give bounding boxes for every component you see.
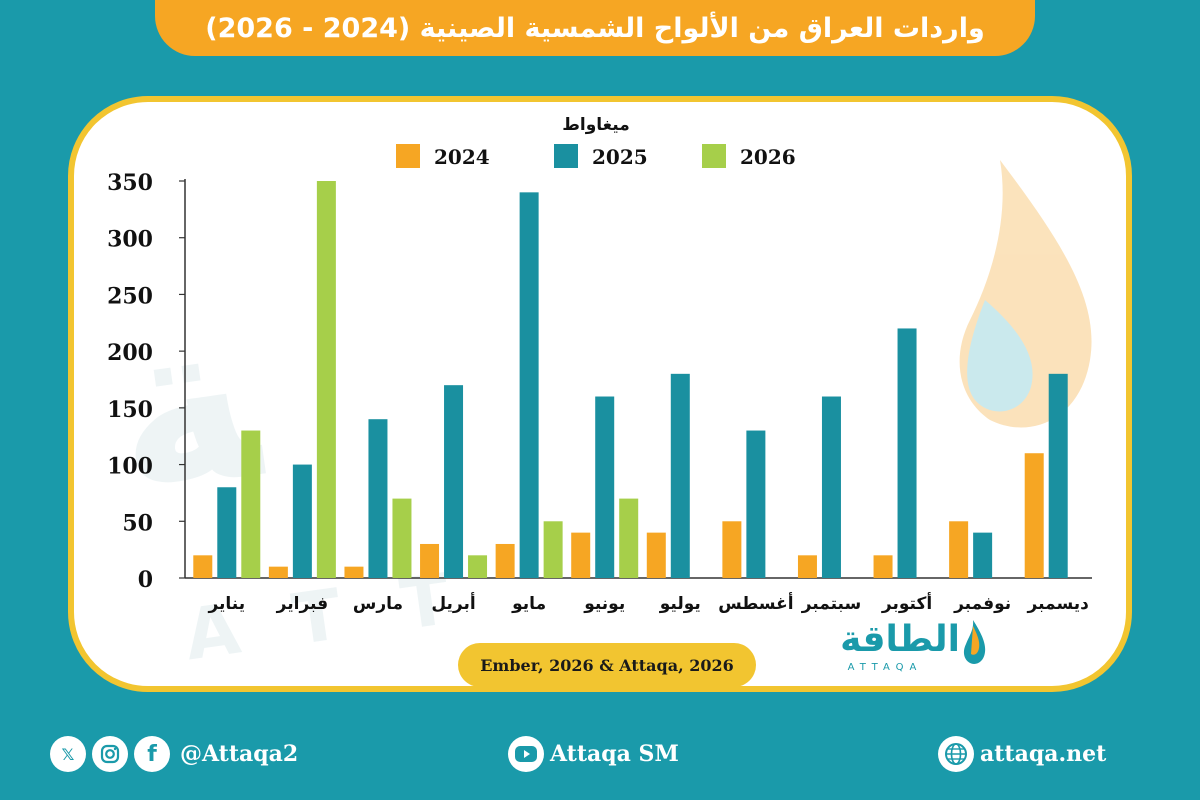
bar-2025-3 [368, 419, 388, 578]
title-banner: واردات العراق من الألواح الشمسية الصينية… [155, 0, 1035, 56]
globe-icon[interactable] [938, 736, 974, 772]
bar-2024-2 [268, 566, 288, 578]
bar-2026-2 [316, 181, 336, 578]
bar-2024-8 [722, 521, 742, 578]
legend-label-2026: 2026 [740, 145, 796, 169]
x-tick-label: أبريل [431, 592, 475, 614]
bar-2024-3 [344, 566, 364, 578]
y-tick-label: 350 [107, 170, 153, 196]
y-tick-label: 200 [107, 340, 153, 366]
bar-2025-1 [217, 487, 237, 578]
x-icon[interactable]: 𝕏 [50, 736, 86, 772]
y-tick-label: 0 [138, 567, 153, 593]
bar-2025-6 [595, 396, 615, 578]
bar-2025-12 [1048, 373, 1068, 578]
x-tick-label: أغسطس [718, 592, 793, 614]
x-tick-label: فبراير [276, 594, 328, 614]
y-tick-label: 250 [107, 283, 153, 309]
y-tick-label: 50 [122, 510, 153, 536]
bar-2024-11 [949, 521, 969, 578]
chart-card: ﺔ ATT [68, 96, 1132, 692]
bar-2026-5 [543, 521, 563, 578]
source-text: Ember, 2026 & Attaqa, 2026 [480, 655, 734, 675]
x-tick-label: نوفمبر [953, 594, 1011, 614]
youtube-icon[interactable] [508, 736, 544, 772]
x-tick-label: أكتوبر [881, 592, 932, 614]
x-tick-label: سبتمبر [801, 594, 862, 614]
bar-2024-5 [495, 543, 515, 578]
bar-2026-3 [392, 498, 412, 578]
bar-2025-8 [746, 430, 766, 578]
x-tick-label: يونيو [583, 594, 625, 614]
bar-2026-1 [241, 430, 261, 578]
y-tick-label: 300 [107, 227, 153, 253]
x-tick-label: ديسمبر [1027, 594, 1090, 614]
legend-swatch-2025 [554, 144, 578, 168]
brand-arabic: الطاقة [840, 619, 960, 660]
legend-label-2025: 2025 [592, 145, 648, 169]
bar-2024-4 [420, 543, 440, 578]
bar-2024-10 [873, 555, 893, 578]
bar-2025-5 [519, 192, 539, 579]
bar-2025-7 [670, 373, 690, 578]
chart-title: واردات العراق من الألواح الشمسية الصينية… [205, 12, 985, 44]
x-tick-label: يناير [207, 594, 245, 614]
brand-logo: الطاقة ATTAQA [808, 618, 988, 678]
bar-2025-11 [973, 532, 993, 578]
brand-latin: ATTAQA [847, 662, 923, 673]
bar-2024-7 [646, 532, 666, 578]
legend-label-2024: 2024 [434, 145, 490, 169]
footer-youtube: Attaqa SM [508, 730, 679, 778]
bar-2025-4 [444, 385, 464, 578]
drop-logo-icon [963, 620, 986, 664]
legend-swatch-2026 [702, 144, 726, 168]
bar-2025-10 [897, 328, 917, 578]
website-url[interactable]: attaqa.net [980, 741, 1107, 767]
bar-2024-6 [571, 532, 591, 578]
unit-label: ميغاواط [562, 115, 630, 135]
bar-2025-9 [821, 396, 841, 578]
bar-2024-9 [797, 555, 817, 578]
facebook-icon[interactable]: f [134, 736, 170, 772]
social-handle[interactable]: @Attaqa2 [180, 741, 299, 767]
bar-2026-6 [619, 498, 639, 578]
instagram-icon[interactable] [92, 736, 128, 772]
x-tick-label: مايو [511, 594, 546, 614]
bar-2024-1 [193, 555, 213, 578]
footer-social: 𝕏 f @Attaqa2 [50, 730, 298, 778]
y-tick-label: 150 [107, 397, 153, 423]
youtube-channel[interactable]: Attaqa SM [550, 741, 679, 767]
legend-swatch-2024 [396, 144, 420, 168]
watermark-drop-icon [959, 160, 1092, 428]
x-tick-label: يوليو [659, 594, 701, 614]
source-badge: Ember, 2026 & Attaqa, 2026 [458, 643, 756, 687]
y-tick-label: 100 [107, 454, 153, 480]
footer-website: attaqa.net [938, 730, 1106, 778]
bar-2024-12 [1024, 453, 1044, 578]
bar-2025-2 [292, 464, 312, 578]
bar-2026-4 [468, 555, 488, 578]
x-tick-label: مارس [353, 594, 403, 614]
